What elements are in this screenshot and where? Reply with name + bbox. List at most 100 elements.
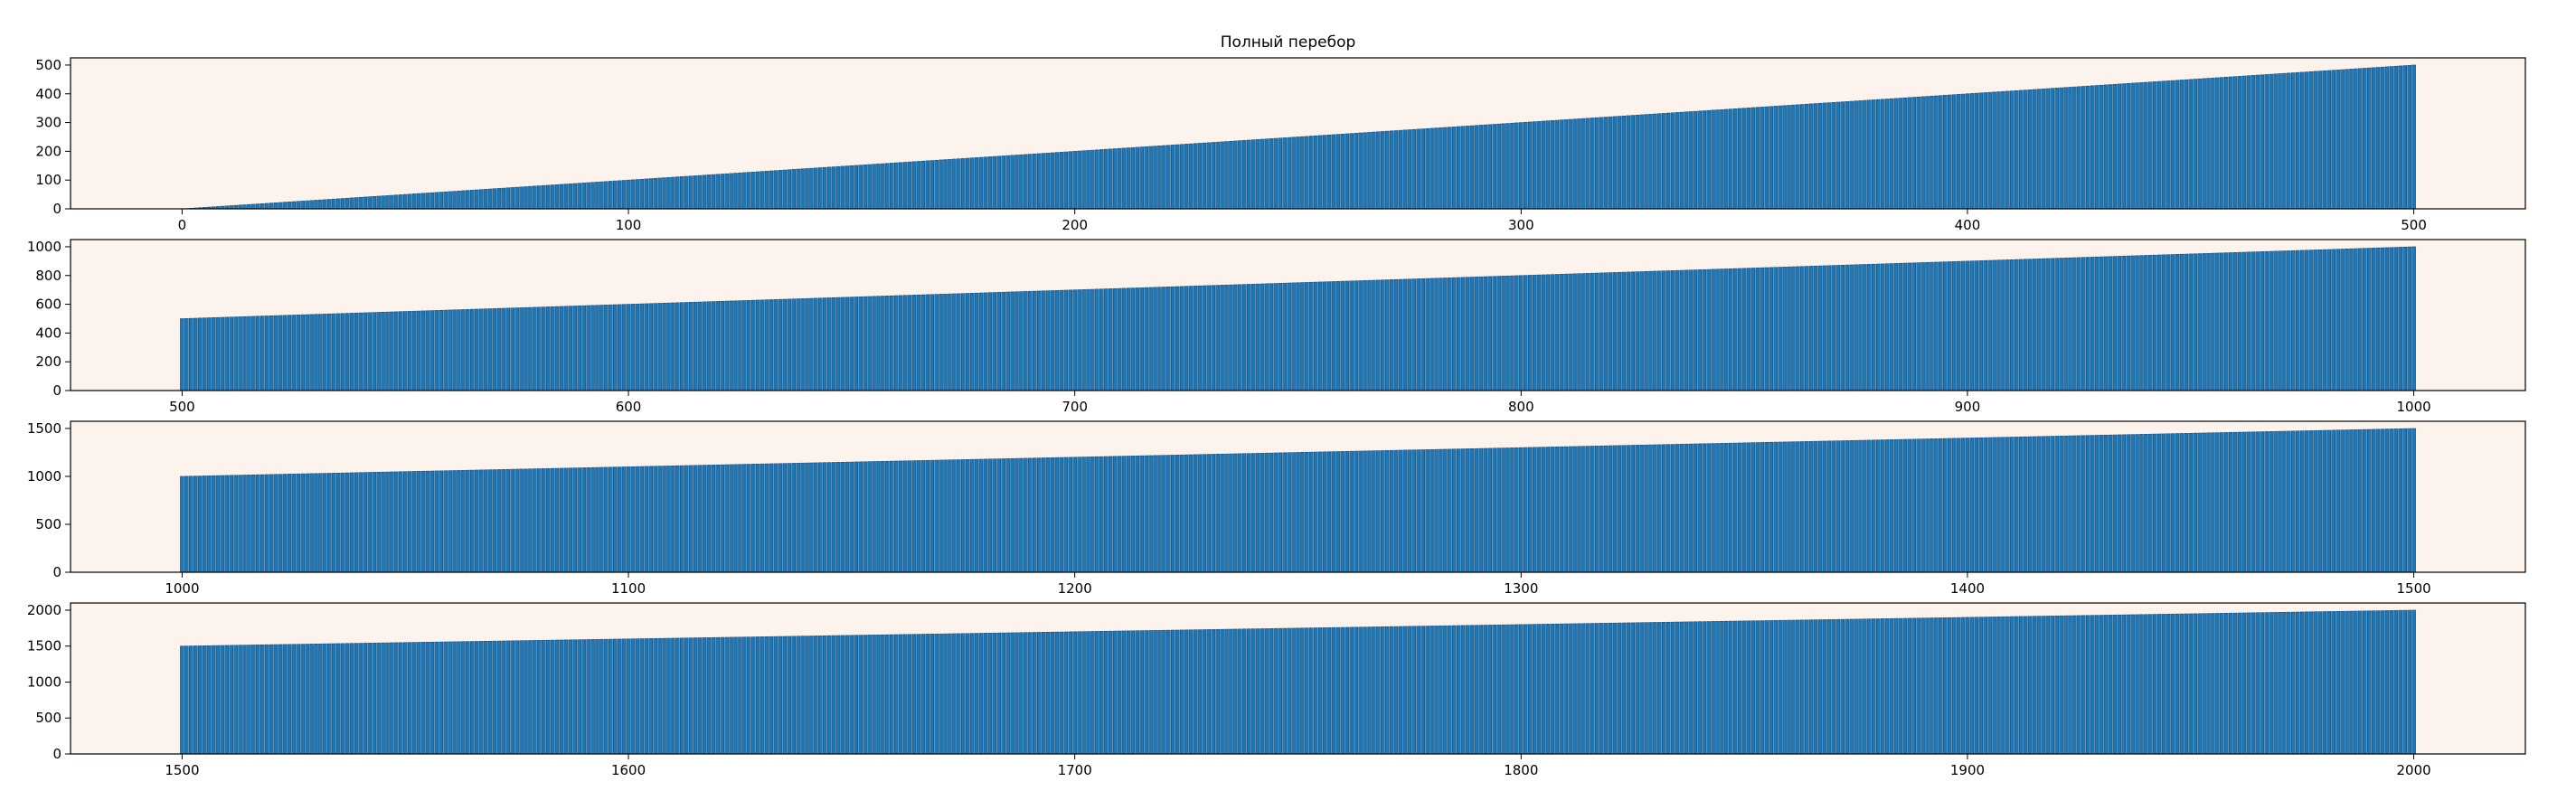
bar (2282, 250, 2287, 391)
bar (528, 468, 533, 573)
bar (1054, 631, 1060, 755)
bar (537, 185, 542, 210)
bar (402, 311, 408, 391)
bar (1835, 265, 1841, 391)
bar (2211, 432, 2215, 573)
bar (1854, 100, 1858, 210)
bar (2126, 434, 2130, 573)
bar (742, 636, 747, 755)
bar (461, 309, 466, 391)
bar (581, 639, 586, 755)
bar (1095, 288, 1099, 391)
bar (439, 470, 443, 573)
bar (969, 293, 975, 391)
bar (1452, 277, 1457, 391)
bar (1474, 125, 1479, 210)
bar (929, 294, 934, 391)
bar (1577, 446, 1581, 573)
bar (1197, 143, 1203, 210)
bar (916, 460, 921, 573)
bar (2260, 431, 2265, 573)
bar (1750, 620, 1756, 755)
bar (1384, 450, 1390, 573)
bar (1863, 618, 1867, 755)
bar (1956, 438, 1961, 573)
bar (1523, 275, 1528, 391)
bar (2077, 615, 2081, 755)
bar (2393, 609, 2399, 755)
bar (2170, 433, 2175, 573)
bar (957, 459, 961, 573)
bar (1603, 623, 1609, 755)
bar (1800, 104, 1805, 210)
bar (264, 202, 269, 210)
bar (411, 193, 417, 210)
bar (443, 309, 448, 391)
bar (2269, 612, 2273, 755)
bar (568, 306, 573, 391)
bar (1755, 442, 1760, 573)
bar (568, 639, 573, 755)
bar (2384, 66, 2390, 210)
bar (2108, 256, 2113, 391)
bar (969, 633, 975, 755)
bar (349, 197, 354, 210)
bar (2287, 250, 2291, 391)
bar (822, 166, 827, 210)
bar (1916, 438, 1920, 573)
bar (1171, 629, 1175, 755)
bar (1608, 445, 1613, 573)
bar (376, 195, 381, 210)
bar (1434, 127, 1439, 210)
bar (519, 307, 524, 391)
bar (514, 640, 519, 755)
bar (814, 462, 818, 573)
bar (1791, 619, 1796, 755)
bar (1902, 262, 1908, 391)
bar (1305, 627, 1309, 755)
bar (1269, 452, 1274, 573)
bar (1077, 150, 1081, 210)
bar (1340, 134, 1345, 210)
bar (1474, 447, 1479, 573)
bar (2295, 430, 2300, 573)
bar (2241, 612, 2247, 755)
bar (2072, 257, 2077, 391)
bar (747, 636, 751, 755)
bar (407, 311, 412, 391)
bar (247, 645, 251, 755)
bar (1425, 626, 1430, 755)
bar (399, 471, 403, 573)
bar (1568, 623, 1572, 755)
bar (693, 465, 698, 573)
bar (1951, 261, 1957, 391)
bar (1153, 146, 1157, 210)
bar (1974, 617, 1979, 755)
bar (881, 296, 885, 391)
bar (2260, 74, 2265, 210)
bar (247, 203, 251, 210)
bar (2041, 436, 2046, 573)
bar (2130, 82, 2135, 210)
bar (1211, 285, 1215, 391)
bar (2215, 613, 2220, 755)
bar (872, 635, 876, 755)
bar (1559, 446, 1564, 573)
bar (2228, 76, 2233, 210)
bar (1527, 624, 1533, 755)
bar (1430, 278, 1434, 391)
bar (1305, 282, 1309, 391)
bar (1808, 266, 1814, 391)
bar (814, 167, 818, 210)
bar (1902, 617, 1908, 755)
bar (2363, 68, 2367, 210)
bar (399, 194, 403, 210)
bar (224, 645, 230, 755)
bar (885, 634, 890, 755)
bar (2264, 250, 2269, 391)
bar (2188, 79, 2194, 210)
bar (1024, 632, 1028, 755)
bar (2223, 252, 2229, 391)
bar (987, 292, 993, 391)
bar (586, 639, 590, 755)
